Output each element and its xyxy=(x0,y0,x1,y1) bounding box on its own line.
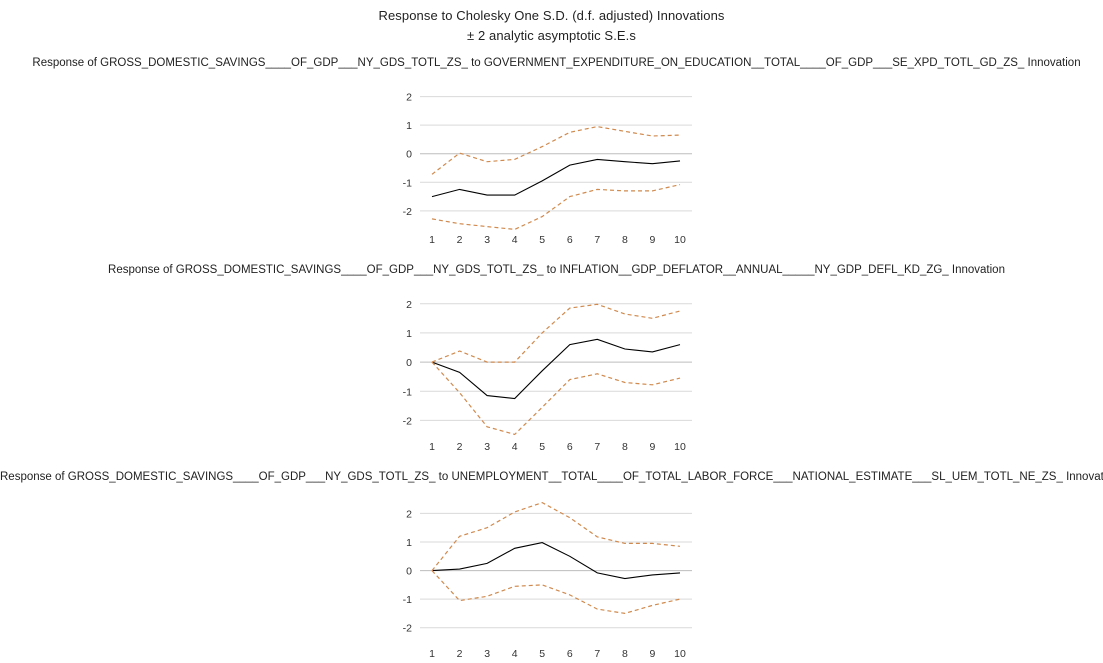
response-line xyxy=(431,542,681,580)
x-tick-label: 10 xyxy=(674,234,686,246)
panel-2-chart: 210-1-21 2 3 4 5 6 7 8 9 10 xyxy=(403,299,692,453)
y-tick-label: 0 xyxy=(406,566,412,578)
y-tick-label: -2 xyxy=(403,415,412,427)
x-tick-label: 7 xyxy=(594,234,600,246)
x-tick-label: 9 xyxy=(650,648,656,660)
x-tick-label: 5 xyxy=(539,648,545,660)
y-tick-label: 2 xyxy=(406,508,412,520)
x-tick-label: 9 xyxy=(650,441,656,453)
x-tick-label: 10 xyxy=(674,648,686,660)
x-tick-label: 5 xyxy=(539,234,545,246)
panel-2-title: Response of GROSS_DOMESTIC_SAVINGS____OF… xyxy=(108,264,1005,276)
y-tick-label: 1 xyxy=(406,328,412,340)
y-tick-label: -2 xyxy=(403,206,412,218)
x-tick-label: 3 xyxy=(484,441,490,453)
y-tick-label: 0 xyxy=(406,357,412,369)
x-tick-label: 1 xyxy=(429,648,435,660)
x-tick-label: 10 xyxy=(674,441,686,453)
x-tick-label: 1 xyxy=(429,234,435,246)
response-line xyxy=(431,338,681,400)
x-tick-label: 7 xyxy=(594,648,600,660)
x-tick-label: 9 xyxy=(650,234,656,246)
panel-3-chart: 210-1-21 2 3 4 5 6 7 8 9 10 xyxy=(403,501,692,660)
x-tick-label: 3 xyxy=(484,234,490,246)
confidence-band-line xyxy=(431,570,681,615)
y-tick-label: 1 xyxy=(406,537,412,549)
x-tick-label: 6 xyxy=(567,234,573,246)
y-tick-label: -1 xyxy=(403,594,412,606)
x-tick-label: 2 xyxy=(457,234,463,246)
x-tick-label: 5 xyxy=(539,441,545,453)
panel-1-title: Response of GROSS_DOMESTIC_SAVINGS____OF… xyxy=(32,57,1081,69)
figure-title: Response to Cholesky One S.D. (d.f. adju… xyxy=(378,8,725,23)
x-tick-label: 4 xyxy=(512,648,518,660)
x-tick-label: 2 xyxy=(457,441,463,453)
x-tick-label: 2 xyxy=(457,648,463,660)
response-line xyxy=(431,158,681,198)
confidence-band-line xyxy=(431,361,681,436)
panel-1-chart: 210-1-21 2 3 4 5 6 7 8 9 10 xyxy=(403,92,692,246)
panel-3-title: Response of GROSS_DOMESTIC_SAVINGS____OF… xyxy=(0,471,1103,483)
x-tick-label: 1 xyxy=(429,441,435,453)
confidence-band-line xyxy=(431,501,681,571)
figure-subtitle: ± 2 analytic asymptotic S.E.s xyxy=(467,28,636,43)
y-tick-label: 2 xyxy=(406,299,412,311)
x-tick-label: 4 xyxy=(512,234,518,246)
y-tick-label: 0 xyxy=(406,149,412,161)
confidence-band-line xyxy=(431,303,681,363)
y-tick-label: 1 xyxy=(406,120,412,132)
confidence-band-line xyxy=(431,184,681,231)
x-tick-label: 4 xyxy=(512,441,518,453)
y-tick-label: -1 xyxy=(403,177,412,189)
x-tick-label: 8 xyxy=(622,441,628,453)
y-tick-label: 2 xyxy=(406,92,412,104)
x-tick-label: 8 xyxy=(622,648,628,660)
y-tick-label: -2 xyxy=(403,623,412,635)
x-tick-label: 6 xyxy=(567,648,573,660)
x-tick-label: 6 xyxy=(567,441,573,453)
confidence-band-line xyxy=(431,125,681,175)
x-tick-label: 8 xyxy=(622,234,628,246)
y-tick-label: -1 xyxy=(403,386,412,398)
x-tick-label: 3 xyxy=(484,648,490,660)
x-tick-label: 7 xyxy=(594,441,600,453)
